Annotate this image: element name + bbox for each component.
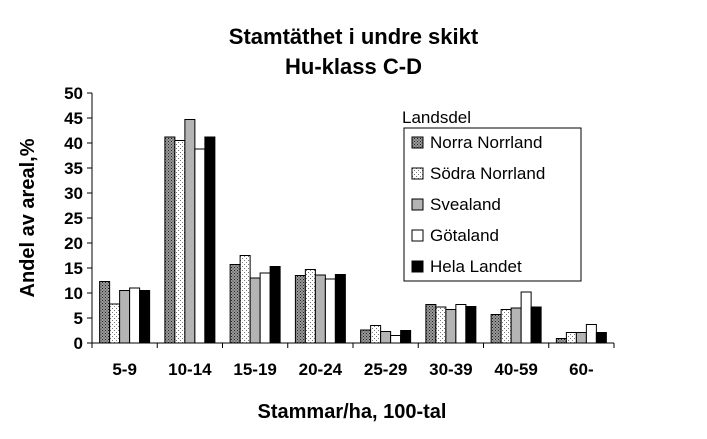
- y-tick-label: 0: [74, 334, 83, 353]
- bar: [194, 148, 206, 344]
- y-tick-label: 5: [74, 309, 83, 328]
- bar: [164, 136, 176, 344]
- bar: [249, 277, 261, 344]
- y-tick-label: 25: [64, 209, 83, 228]
- legend-label: Norra Norrland: [430, 133, 542, 152]
- bar: [390, 335, 402, 344]
- bar: [530, 306, 542, 344]
- bar: [370, 325, 382, 344]
- legend-swatch: [411, 229, 424, 242]
- bar: [555, 338, 567, 344]
- legend-label: Götaland: [430, 226, 499, 245]
- legend-label: Södra Norrland: [430, 164, 545, 183]
- legend-box: [403, 127, 582, 282]
- bar: [455, 304, 467, 344]
- chart-title: Stamtäthet i undre skikt: [228, 24, 479, 49]
- bar: [575, 332, 587, 344]
- bar: [565, 332, 577, 344]
- bar: [500, 309, 512, 344]
- legend-swatch: [411, 198, 424, 211]
- y-tick-label: 45: [64, 109, 83, 128]
- x-tick-label: 20-24: [299, 360, 343, 379]
- bar: [380, 331, 392, 344]
- legend-label: Svealand: [430, 195, 501, 214]
- legend-swatch: [411, 136, 424, 149]
- legend-label: Hela Landet: [430, 257, 522, 276]
- bar: [314, 274, 326, 344]
- bar: [510, 307, 522, 344]
- legend-swatch: [411, 260, 424, 273]
- y-tick-label: 30: [64, 184, 83, 203]
- legend-swatch: [411, 167, 424, 180]
- bar: [304, 269, 316, 344]
- bar: [109, 303, 121, 344]
- y-axis-label: Andel av areal,%: [17, 138, 39, 297]
- bar: [490, 314, 502, 344]
- y-tick-label: 10: [64, 284, 83, 303]
- bar: [204, 136, 216, 344]
- bar: [445, 309, 457, 344]
- bar: [129, 287, 141, 344]
- y-tick-label: 20: [64, 234, 83, 253]
- bar: [435, 306, 447, 344]
- bar: [360, 329, 372, 344]
- legend: Landsdel Norra Norrland Södra Norrland Sve…: [402, 108, 582, 282]
- x-tick-label: 60-: [569, 360, 594, 379]
- bar: [465, 306, 477, 344]
- bar: [585, 324, 597, 344]
- x-tick-label: 10-14: [168, 360, 212, 379]
- bar: [425, 304, 437, 344]
- legend-title: Landsdel: [402, 108, 471, 127]
- bar: [400, 330, 412, 344]
- x-tick-label: 5-9: [112, 360, 137, 379]
- bar: [184, 119, 196, 344]
- y-tick-label: 50: [64, 84, 83, 103]
- x-tick-label: 25-29: [364, 360, 407, 379]
- bar: [520, 291, 532, 344]
- bar: [229, 264, 241, 344]
- x-tick-label: 30-39: [429, 360, 472, 379]
- bar: [239, 255, 251, 344]
- bar: [259, 272, 271, 344]
- bar: [324, 278, 336, 344]
- bar: [119, 290, 131, 344]
- bar: [99, 281, 111, 344]
- y-tick-label: 15: [64, 259, 83, 278]
- bar: [595, 332, 607, 344]
- bar: [174, 140, 186, 344]
- x-tick-label: 15-19: [233, 360, 276, 379]
- y-tick-label: 40: [64, 134, 83, 153]
- bar: [139, 290, 151, 344]
- y-tick-label: 35: [64, 159, 83, 178]
- x-axis-label: Stammar/ha, 100-tal: [258, 401, 447, 423]
- bar: [334, 274, 346, 344]
- x-tick-label: 40-59: [494, 360, 537, 379]
- bar: [294, 275, 306, 344]
- bar: [269, 266, 281, 344]
- chart-subtitle: Hu-klass C-D: [285, 54, 422, 79]
